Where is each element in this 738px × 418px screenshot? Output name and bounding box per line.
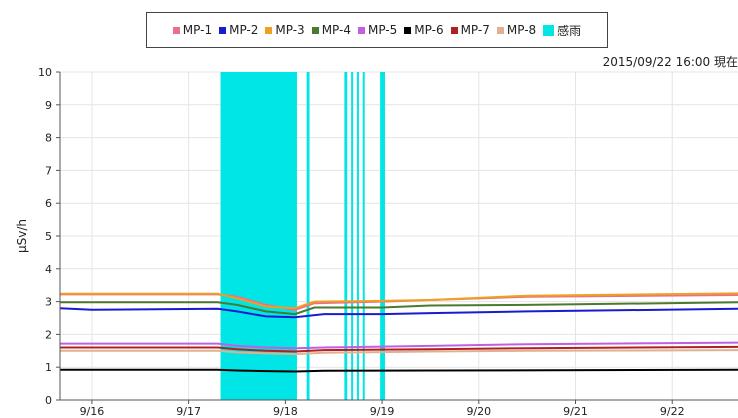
legend-label: MP-8 (506, 23, 537, 37)
series-line-mp-7 (60, 345, 738, 353)
legend-swatch (357, 26, 365, 34)
legend-item-mp-7[interactable]: MP-7 (450, 23, 490, 37)
legend-label: 感雨 (557, 23, 582, 38)
legend-label: MP-1 (182, 23, 213, 37)
x-tick-label: 9/22 (660, 405, 685, 418)
y-tick-label: 4 (45, 263, 52, 276)
rain-bar (356, 72, 359, 400)
legend: MP-1 MP-2 MP-3 MP-4 MP-5 MP-6 MP-7 MP-8 感雨 (146, 12, 608, 48)
rain-bar (344, 72, 348, 400)
legend-item-mp-8[interactable]: MP-8 (496, 23, 537, 37)
y-tick-label: 10 (38, 66, 52, 79)
x-tick-label: 9/19 (370, 405, 395, 418)
timestamp-label: 2015/09/22 16:00 現在 (602, 55, 738, 69)
legend-label: MP-3 (275, 23, 305, 37)
series-line-mp-8 (60, 349, 738, 356)
legend-item-mp-6[interactable]: MP-6 (404, 23, 444, 37)
legend-item-mp-5[interactable]: MP-5 (357, 23, 398, 37)
rain-bar (351, 72, 354, 400)
rain-bar (362, 72, 365, 400)
x-tick-label: 9/20 (466, 405, 491, 418)
y-tick-label: 7 (45, 164, 52, 177)
rain-bar (380, 72, 385, 400)
y-tick-label: 6 (45, 197, 52, 210)
legend-swatch (496, 26, 504, 34)
legend-label: MP-2 (229, 23, 259, 37)
legend-swatch (311, 26, 319, 34)
y-tick-label: 9 (45, 99, 52, 112)
series-line-mp-5 (60, 341, 738, 350)
legend-swatch (172, 26, 180, 34)
y-tick-label: 0 (45, 394, 52, 407)
y-tick-label: 3 (45, 296, 52, 309)
x-tick-label: 9/16 (80, 405, 105, 418)
y-tick-label: 8 (45, 132, 52, 145)
series-line-mp-3 (60, 292, 738, 310)
legend-item-mp-4[interactable]: MP-4 (311, 23, 351, 37)
legend-item-mp-2[interactable]: MP-2 (219, 23, 258, 37)
legend-item-mp-1[interactable]: MP-1 (172, 23, 213, 37)
legend-label: MP-7 (460, 23, 490, 37)
x-tick-label: 9/21 (563, 405, 588, 418)
legend-item-rain[interactable]: 感雨 (543, 22, 581, 39)
legend-swatch (450, 26, 458, 34)
legend-swatch (404, 26, 412, 34)
x-tick-labels: 9/16 9/17 9/18 9/19 9/20 9/21 9/22 (80, 405, 685, 418)
legend-label: MP-4 (321, 23, 351, 37)
series-line-mp-4 (60, 301, 738, 316)
series-line-mp-2 (59, 307, 738, 319)
y-tick-label: 2 (45, 328, 52, 341)
y-tick-label: 5 (45, 230, 52, 243)
series-lines (59, 292, 738, 373)
y-tick-label: 1 (45, 361, 52, 374)
legend-swatch (543, 24, 555, 36)
y-axis-label: μSv/h (15, 218, 29, 254)
legend-label: MP-6 (414, 23, 444, 37)
legend-item-mp-3[interactable]: MP-3 (265, 23, 305, 37)
series-line-mp-6 (60, 368, 738, 373)
legend-label: MP-5 (367, 23, 398, 37)
y-tick-labels: 0 1 2 3 4 5 6 7 8 9 10 (38, 66, 52, 407)
rain-bar (306, 72, 310, 400)
legend-swatch (219, 26, 227, 34)
legend-swatch (265, 26, 273, 34)
x-tick-label: 9/17 (176, 405, 201, 418)
x-tick-label: 9/18 (273, 405, 298, 418)
axes (56, 71, 738, 404)
